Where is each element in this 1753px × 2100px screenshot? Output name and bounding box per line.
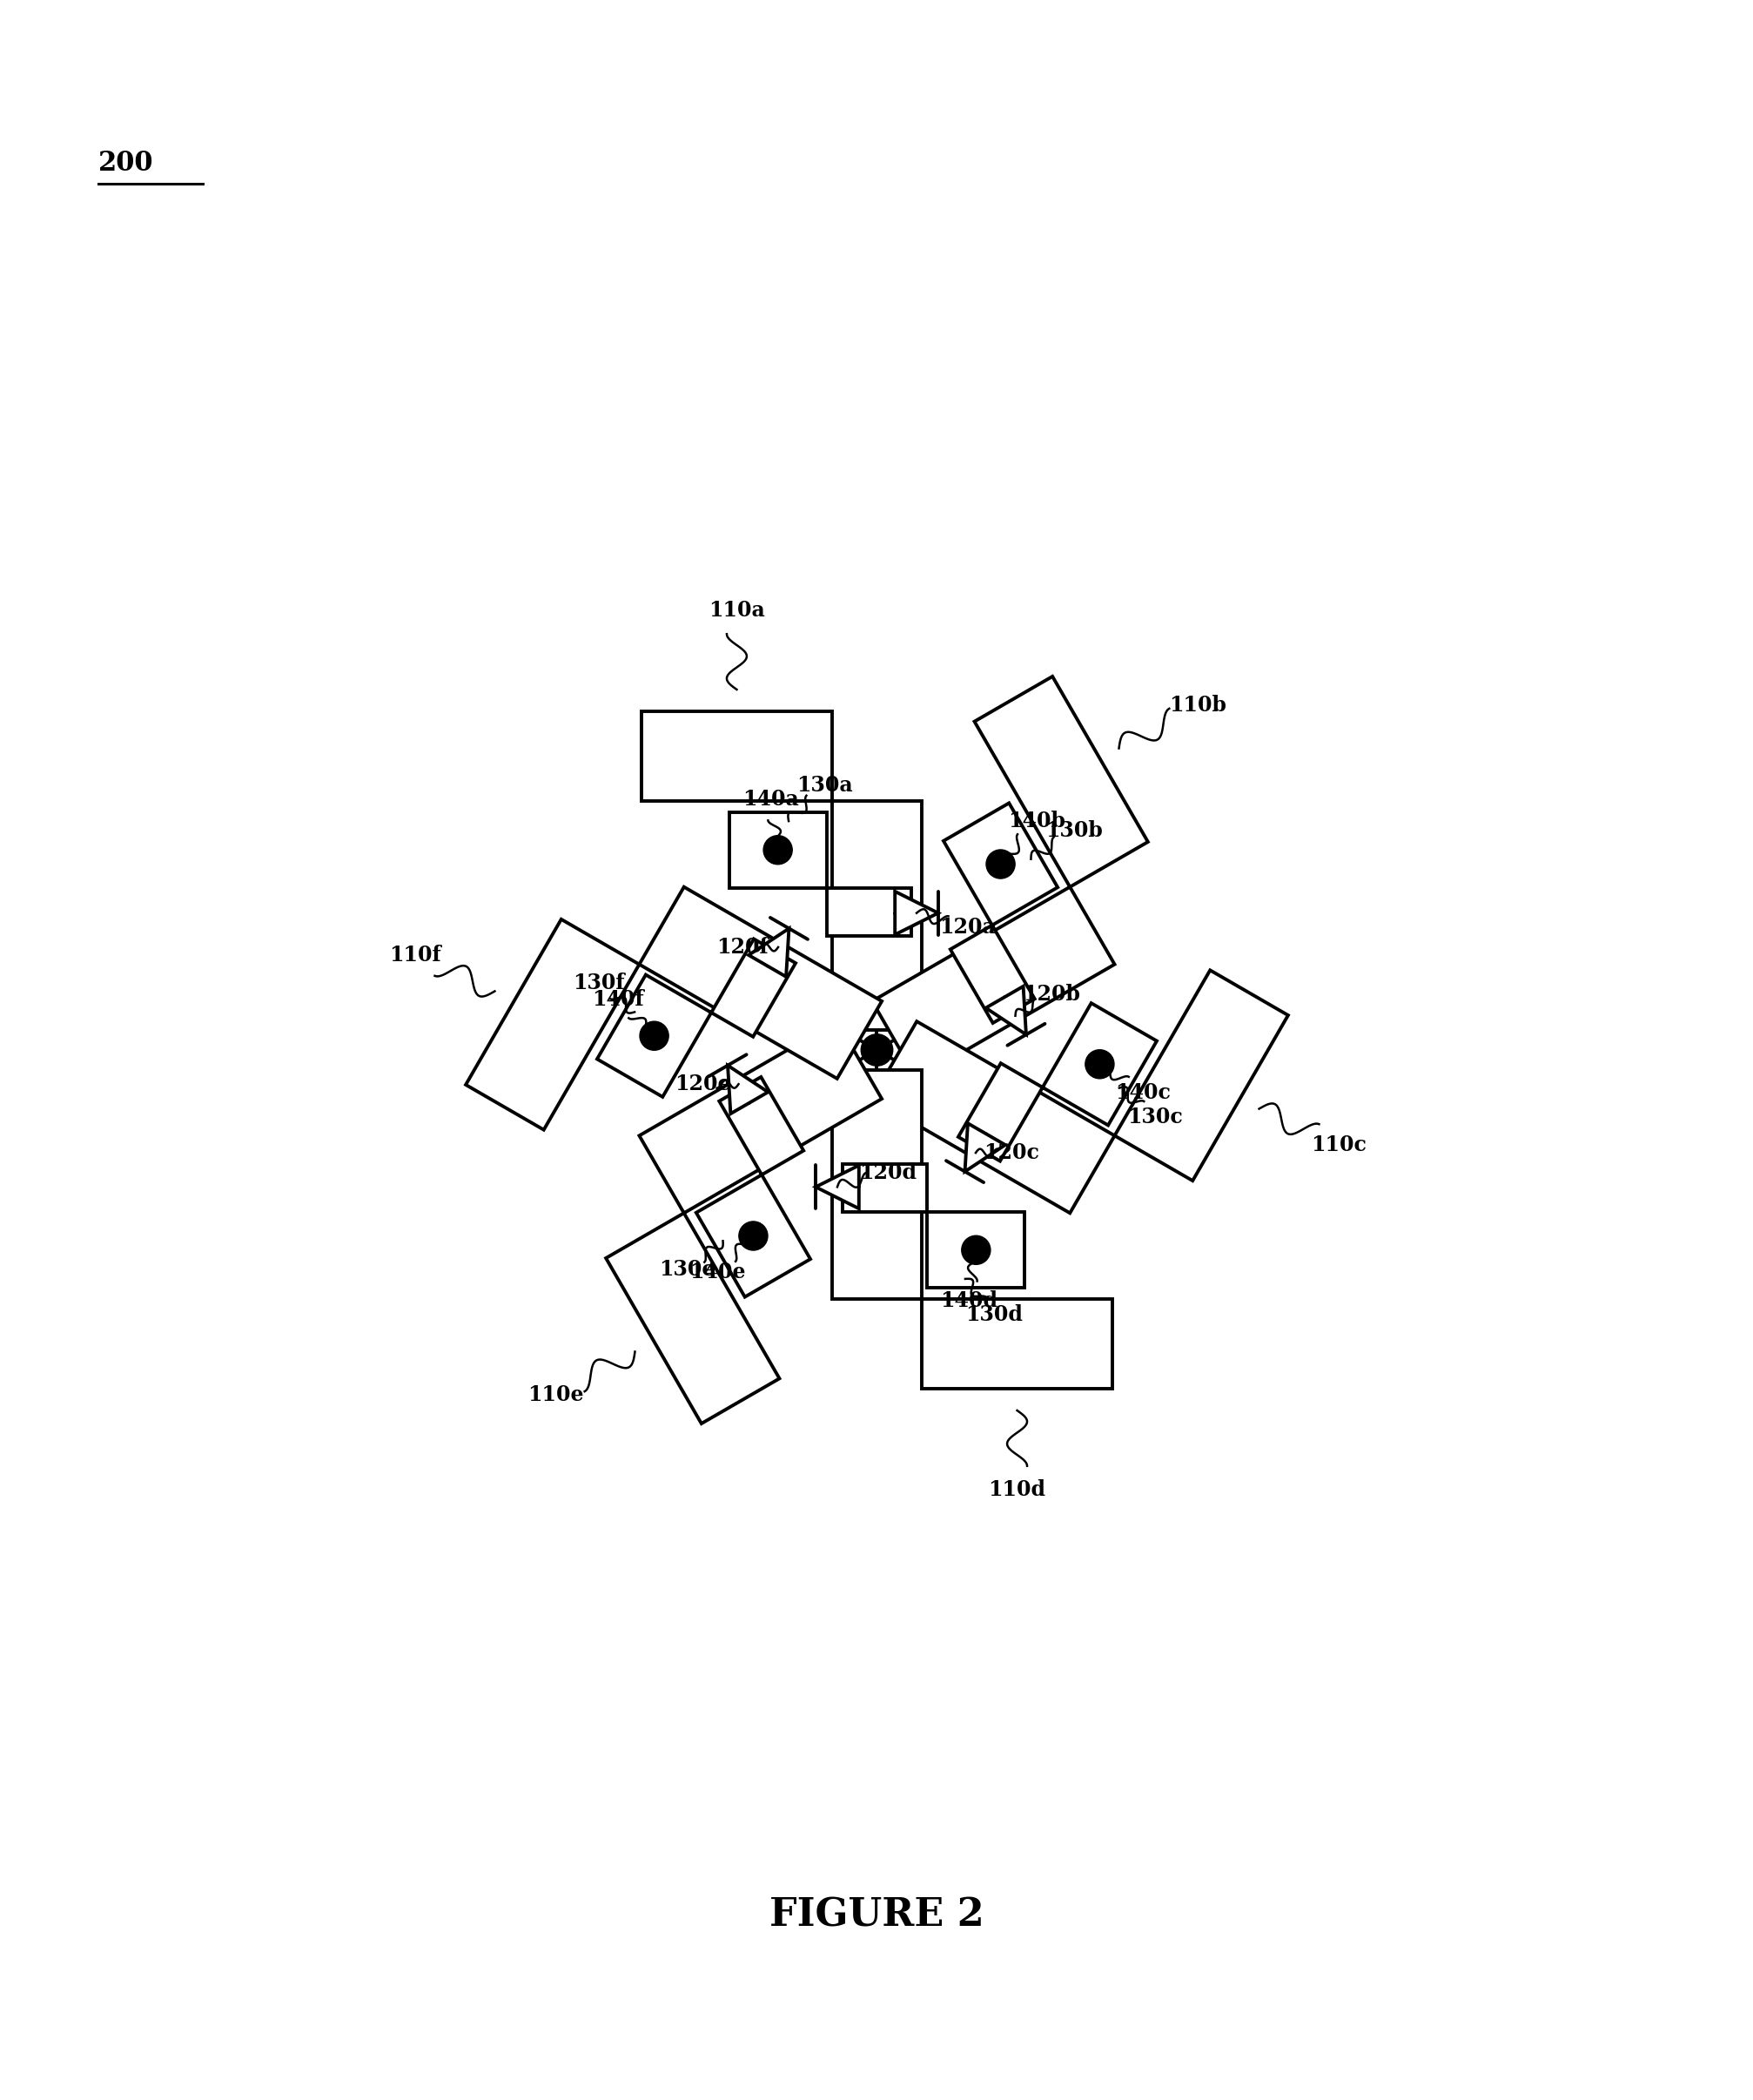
- Polygon shape: [841, 1163, 1024, 1287]
- Text: 140e: 140e: [689, 1262, 745, 1283]
- Text: FIGURE 2: FIGURE 2: [770, 1896, 983, 1934]
- Circle shape: [738, 1222, 768, 1250]
- Circle shape: [985, 850, 1015, 878]
- Polygon shape: [696, 1077, 810, 1298]
- Text: 130e: 130e: [659, 1260, 715, 1281]
- Text: 110b: 110b: [1169, 695, 1227, 716]
- Polygon shape: [894, 890, 938, 935]
- Text: 140d: 140d: [940, 1289, 997, 1310]
- Text: 130d: 130d: [964, 1304, 1022, 1325]
- Text: 120c: 120c: [983, 1142, 1040, 1163]
- Text: 130a: 130a: [796, 775, 852, 796]
- Text: 120d: 120d: [859, 1161, 917, 1182]
- Text: 110a: 110a: [708, 601, 764, 622]
- Polygon shape: [727, 1065, 768, 1113]
- Polygon shape: [642, 712, 920, 1029]
- Circle shape: [1085, 1050, 1113, 1079]
- Text: 120b: 120b: [1022, 983, 1080, 1004]
- Circle shape: [763, 836, 792, 865]
- Text: 140a: 140a: [742, 790, 798, 811]
- Text: 110c: 110c: [1309, 1134, 1366, 1155]
- Text: 200: 200: [98, 149, 154, 176]
- Polygon shape: [605, 1021, 882, 1424]
- Polygon shape: [815, 1166, 859, 1210]
- Circle shape: [861, 1033, 892, 1067]
- Polygon shape: [964, 1124, 1004, 1172]
- Text: 110f: 110f: [389, 945, 442, 966]
- Text: 120f: 120f: [715, 937, 768, 958]
- Polygon shape: [957, 1004, 1157, 1161]
- Polygon shape: [749, 928, 789, 977]
- Polygon shape: [466, 886, 882, 1130]
- Text: 110e: 110e: [528, 1384, 584, 1405]
- Polygon shape: [833, 1071, 1111, 1388]
- Polygon shape: [943, 802, 1057, 1023]
- Text: 140f: 140f: [593, 989, 643, 1010]
- Polygon shape: [596, 939, 796, 1096]
- Text: 140c: 140c: [1115, 1084, 1171, 1103]
- Polygon shape: [985, 987, 1026, 1035]
- Circle shape: [961, 1235, 990, 1264]
- Polygon shape: [729, 813, 912, 937]
- Text: 120e: 120e: [675, 1073, 731, 1094]
- Circle shape: [640, 1021, 668, 1050]
- Text: 130c: 130c: [1127, 1107, 1183, 1128]
- Text: 130b: 130b: [1045, 819, 1103, 840]
- Text: 140b: 140b: [1008, 811, 1064, 832]
- Polygon shape: [871, 676, 1148, 1079]
- Polygon shape: [871, 970, 1287, 1214]
- Text: 120a: 120a: [938, 918, 994, 939]
- Text: 110d: 110d: [989, 1478, 1045, 1499]
- Text: 130f: 130f: [573, 972, 624, 993]
